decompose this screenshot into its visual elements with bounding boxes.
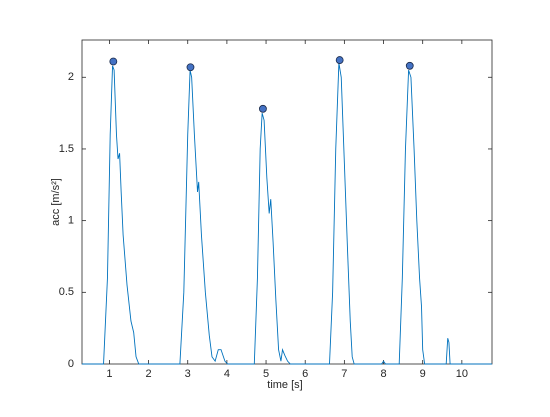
x-tick-label: 9 bbox=[420, 368, 426, 380]
y-tick-label: 0 bbox=[68, 358, 74, 370]
x-tick-label: 4 bbox=[224, 368, 230, 380]
x-tick-label: 3 bbox=[185, 368, 191, 380]
peak-marker bbox=[186, 63, 195, 72]
axes-box bbox=[81, 39, 493, 365]
peak-marker bbox=[335, 56, 344, 64]
y-tick-label: 1.5 bbox=[59, 143, 74, 155]
peak-marker bbox=[405, 61, 414, 70]
peak-marker bbox=[259, 104, 267, 113]
y-tick-label: 2 bbox=[68, 71, 74, 83]
x-tick-label: 8 bbox=[380, 368, 386, 380]
x-tick-label: 7 bbox=[341, 368, 347, 380]
x-tick-label: 5 bbox=[263, 368, 269, 380]
signal-line bbox=[82, 62, 492, 365]
x-tick-label: 6 bbox=[302, 368, 308, 380]
y-tick-label: 1 bbox=[68, 215, 74, 227]
y-axis-label: acc [m/s²] bbox=[50, 178, 62, 226]
peak-marker bbox=[109, 57, 118, 66]
x-axis-label: time [s] bbox=[267, 379, 302, 391]
x-tick-label: 10 bbox=[456, 368, 468, 380]
x-tick-label: 1 bbox=[106, 368, 112, 380]
y-tick-label: 0.5 bbox=[59, 286, 74, 298]
x-tick-label: 2 bbox=[146, 368, 152, 380]
